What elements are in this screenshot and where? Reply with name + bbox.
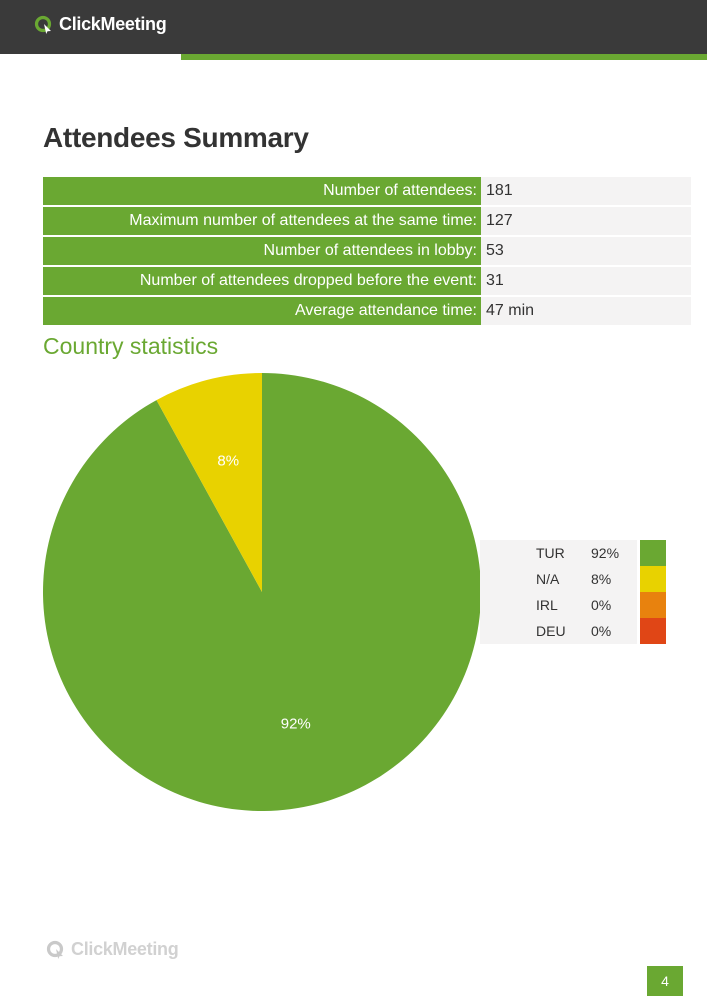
legend-color-swatch: [640, 618, 666, 644]
header-bar: [0, 0, 707, 54]
logo-text: ClickMeeting: [59, 14, 167, 34]
summary-value: 127: [481, 207, 691, 235]
page-title: Attendees Summary: [43, 122, 309, 153]
legend-item: IRL 0%: [480, 592, 667, 618]
country-legend: TUR 92% N/A 8% IRL 0% DEU 0%: [480, 540, 667, 644]
legend-country: TUR: [536, 545, 565, 561]
legend-percent: 8%: [591, 571, 612, 587]
summary-row: Number of attendees in lobby: 53: [43, 237, 691, 265]
legend-row-background: [480, 566, 637, 592]
footer-logo: ClickMeeting: [46, 939, 179, 960]
summary-value: 31: [481, 267, 691, 295]
legend-country: DEU: [536, 623, 566, 639]
legend-row-background: [480, 592, 637, 618]
summary-label: Number of attendees dropped before the e…: [43, 267, 481, 295]
pie-slice-na: [156, 373, 262, 592]
attendees-summary-table: Number of attendees: 181 Maximum number …: [43, 177, 691, 327]
footer-logo-icon: [46, 940, 64, 959]
summary-row: Number of attendees dropped before the e…: [43, 267, 691, 295]
summary-value: 47 min: [481, 297, 691, 325]
summary-row: Number of attendees: 181: [43, 177, 691, 205]
pie-data-label: 92%: [281, 716, 311, 733]
summary-label: Average attendance time:: [43, 297, 481, 325]
legend-item: N/A 8%: [480, 566, 667, 592]
summary-label: Maximum number of attendees at the same …: [43, 207, 481, 235]
country-pie-chart: 92% 8%: [42, 373, 482, 811]
legend-item: DEU 0%: [480, 618, 667, 644]
summary-label: Number of attendees:: [43, 177, 481, 205]
legend-percent: 0%: [591, 623, 612, 639]
clickmeeting-logo-icon: [34, 15, 52, 34]
legend-color-swatch: [640, 566, 666, 592]
summary-value: 181: [481, 177, 691, 205]
summary-label: Number of attendees in lobby:: [43, 237, 481, 265]
header-accent-stripe: [181, 54, 707, 60]
legend-item: TUR 92%: [480, 540, 667, 566]
clickmeeting-logo: ClickMeeting: [34, 14, 167, 35]
summary-value: 53: [481, 237, 691, 265]
legend-color-swatch: [640, 592, 666, 618]
footer-logo-text: ClickMeeting: [71, 939, 179, 959]
legend-color-swatch: [640, 540, 666, 566]
pie-data-label: 8%: [217, 452, 239, 469]
legend-row-background: [480, 540, 637, 566]
legend-country: N/A: [536, 571, 560, 587]
page-number: 4: [647, 966, 683, 996]
summary-row: Maximum number of attendees at the same …: [43, 207, 691, 235]
legend-percent: 0%: [591, 597, 612, 613]
legend-row-background: [480, 618, 637, 644]
legend-percent: 92%: [591, 545, 620, 561]
summary-row: Average attendance time: 47 min: [43, 297, 691, 325]
legend-country: IRL: [536, 597, 558, 613]
country-statistics-title: Country statistics: [43, 333, 219, 359]
